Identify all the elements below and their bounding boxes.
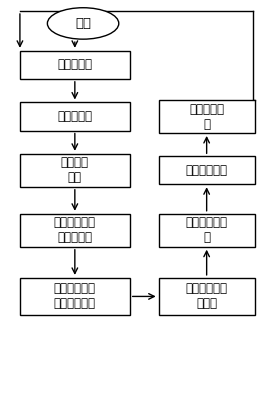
FancyBboxPatch shape — [20, 214, 130, 247]
Text: 傅里叶变换: 傅里叶变换 — [57, 110, 92, 123]
Text: 计算互功
率谱: 计算互功 率谱 — [61, 156, 89, 184]
Text: 将相关系数映
射为软判决值: 将相关系数映 射为软判决值 — [54, 283, 96, 310]
FancyBboxPatch shape — [159, 156, 255, 184]
Text: 计算指定频带
内相关系数: 计算指定频带 内相关系数 — [54, 216, 96, 244]
Text: 反傅里叶变
换: 反傅里叶变 换 — [189, 103, 224, 130]
Ellipse shape — [47, 8, 119, 39]
Text: 计算自适应步
长: 计算自适应步 长 — [186, 216, 228, 244]
FancyBboxPatch shape — [159, 100, 255, 133]
Text: 自适应滤波器: 自适应滤波器 — [186, 164, 228, 177]
Text: 对信道参数进
行加权: 对信道参数进 行加权 — [186, 283, 228, 310]
Text: 帧数据采集: 帧数据采集 — [57, 58, 92, 71]
FancyBboxPatch shape — [20, 51, 130, 79]
FancyBboxPatch shape — [20, 103, 130, 131]
FancyBboxPatch shape — [159, 214, 255, 247]
FancyBboxPatch shape — [20, 278, 130, 315]
Text: 开始: 开始 — [75, 17, 91, 30]
FancyBboxPatch shape — [159, 278, 255, 315]
FancyBboxPatch shape — [20, 154, 130, 187]
